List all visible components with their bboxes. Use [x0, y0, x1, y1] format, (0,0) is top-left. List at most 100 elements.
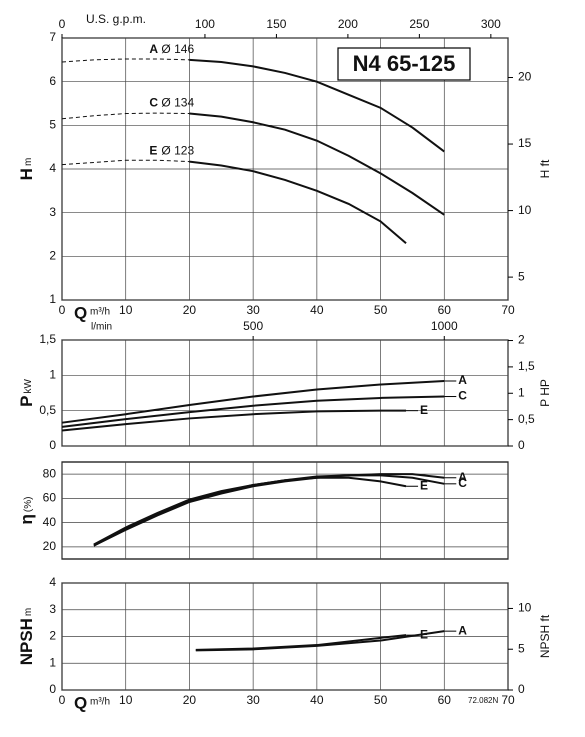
- y-tick-label: 4: [49, 161, 56, 175]
- x2-axis-label: U.S. g.p.m.: [86, 12, 146, 26]
- x-tick-label: 30: [246, 693, 260, 707]
- y-tick-label: 20: [43, 539, 57, 553]
- y2-tick-label: 0: [518, 438, 525, 452]
- x2-axis-label: l/min: [91, 322, 112, 333]
- curve-diameter: Ø 146: [161, 42, 194, 56]
- y-tick-label: 40: [43, 515, 57, 529]
- curve-diameter: Ø 134: [161, 96, 194, 110]
- x-tick-label: 30: [246, 303, 260, 317]
- y2-tick-label: 10: [518, 601, 532, 615]
- y2-tick-label: 10: [518, 203, 532, 217]
- curve: [189, 58, 445, 153]
- chart-title: N4 65-125: [353, 51, 456, 76]
- curve: [93, 473, 445, 547]
- y-tick-label: 6: [49, 74, 56, 88]
- x-tick-label: 40: [310, 303, 324, 317]
- curve-dashed: [61, 58, 190, 63]
- x2-tick-label: 0: [59, 17, 66, 31]
- curve: [189, 160, 407, 244]
- y-axis-unit: kW: [23, 379, 34, 394]
- x2-tick-label: 200: [338, 17, 358, 31]
- y-tick-label: 5: [49, 118, 56, 132]
- x-tick-label: 70: [501, 303, 515, 317]
- x-tick-label: 10: [119, 693, 133, 707]
- y-tick-label: 1: [49, 292, 56, 306]
- curve: [189, 112, 445, 216]
- y-tick-label: 1: [49, 655, 56, 669]
- y-axis-unit: (%): [23, 497, 34, 513]
- curve: [61, 409, 407, 432]
- y-tick-label: 1: [49, 368, 56, 382]
- y-axis-unit: m: [23, 608, 34, 616]
- x-axis-unit: m³/h: [90, 697, 110, 708]
- y-tick-label: 0: [49, 682, 56, 696]
- y-tick-label: 0: [49, 438, 56, 452]
- y2-tick-label: 15: [518, 136, 532, 150]
- x2-tick-label: 1000: [431, 319, 458, 333]
- y2-tick-label: 2: [518, 333, 525, 347]
- y-axis-symbol: H: [17, 168, 36, 180]
- curve-name: A: [149, 42, 158, 56]
- curve: [195, 630, 445, 652]
- x-tick-label: 0: [59, 303, 66, 317]
- curve-name: A: [458, 373, 467, 387]
- y-tick-label: 2: [49, 249, 56, 263]
- curve-name: E: [420, 478, 428, 492]
- y2-tick-label: 0,5: [518, 412, 535, 426]
- x2-tick-label: 300: [481, 17, 501, 31]
- x-tick-label: 60: [438, 303, 452, 317]
- curve: [93, 474, 445, 547]
- x-axis-unit: m³/h: [90, 307, 110, 318]
- y2-tick-label: 0: [518, 682, 525, 696]
- y-tick-label: 7: [49, 30, 56, 44]
- curve-name: C: [149, 96, 158, 110]
- curve-name: C: [458, 389, 467, 403]
- y2-axis-label: H ft: [538, 159, 552, 178]
- x2-tick-label: 250: [409, 17, 429, 31]
- y-axis-label: NPSH m: [17, 608, 36, 666]
- x-axis-symbol: Q: [74, 303, 87, 322]
- x2-tick-label: 150: [266, 17, 286, 31]
- y2-tick-label: 5: [518, 641, 525, 655]
- x-tick-label: 40: [310, 693, 324, 707]
- y-axis-symbol: P: [17, 396, 36, 407]
- y-axis-label: η(%): [17, 497, 36, 525]
- curve-name: C: [458, 476, 467, 490]
- curve-name: A: [458, 623, 467, 637]
- y2-tick-label: 1: [518, 385, 525, 399]
- y2-axis-label: NPSH ft: [538, 614, 552, 658]
- x-tick-label: 20: [183, 693, 197, 707]
- y-tick-label: 80: [43, 466, 57, 480]
- y-tick-label: 2: [49, 629, 56, 643]
- y-tick-label: 4: [49, 575, 56, 589]
- y2-tick-label: 1,5: [518, 359, 535, 373]
- y-tick-label: 1,5: [39, 332, 56, 346]
- y-axis-unit: m: [23, 158, 34, 166]
- curve-dashed: [61, 159, 190, 166]
- x-tick-label: 20: [183, 303, 197, 317]
- x-axis-symbol: Q: [74, 693, 87, 712]
- y-axis-label: PkW: [17, 379, 36, 407]
- y-axis-symbol: NPSH: [17, 618, 36, 665]
- y-tick-label: 60: [43, 491, 57, 505]
- x2-tick-label: 100: [195, 17, 215, 31]
- y-tick-label: 0,5: [39, 403, 56, 417]
- title-box: [337, 47, 471, 81]
- y-tick-label: 3: [49, 205, 56, 219]
- curve-diameter: Ø 123: [161, 144, 194, 158]
- y2-tick-label: 20: [518, 70, 532, 84]
- curve-name: A: [458, 470, 467, 484]
- x-tick-label: 50: [374, 303, 388, 317]
- curve-name: E: [149, 144, 157, 158]
- curve: [61, 379, 445, 424]
- y2-axis-label: P HP: [538, 379, 552, 407]
- x-tick-label: 60: [438, 693, 452, 707]
- x-tick-label: 0: [59, 693, 66, 707]
- x-tick-label: 50: [374, 693, 388, 707]
- curve-dashed: [61, 112, 190, 120]
- x-tick-label: 10: [119, 303, 133, 317]
- curve: [61, 395, 445, 428]
- curve: [93, 476, 407, 546]
- y-tick-label: 3: [49, 602, 56, 616]
